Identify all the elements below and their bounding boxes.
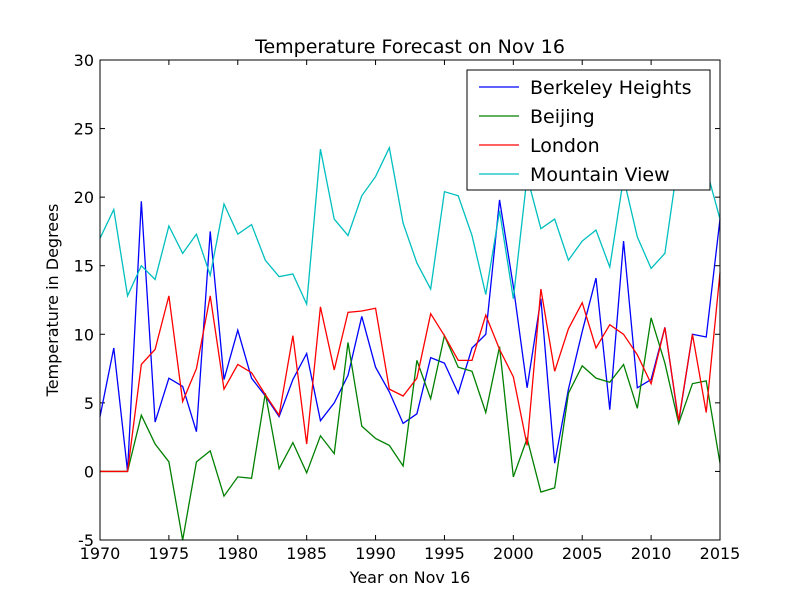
legend-box	[466, 69, 711, 191]
axis-ticks: 1970 1975 1980 1985 1990 1995 2000 2005 2010 2015…	[74, 51, 741, 563]
x-tick-label: 2000	[493, 544, 534, 563]
plot-series	[99, 145, 721, 541]
y-tick-label: -5	[78, 531, 94, 550]
chart-title: Temperature Forecast on Nov 16	[254, 36, 565, 58]
y-tick-label: 15	[74, 257, 94, 276]
x-tick-label: 2005	[562, 544, 603, 563]
series-line-mountain-view	[99, 145, 721, 307]
x-tick-label: 1995	[424, 544, 465, 563]
y-tick-label: 5	[84, 394, 94, 413]
y-tick-label: 10	[74, 325, 94, 344]
y-tick-label: 20	[74, 188, 94, 207]
series-line-berkeley-heights	[99, 199, 721, 472]
legend: Berkeley Heights Beijing London Mountain Vi…	[466, 69, 711, 191]
x-tick-label: 1980	[217, 544, 258, 563]
legend-label-mountain-view: Mountain View	[530, 164, 670, 186]
y-tick-label: 30	[74, 51, 94, 70]
y-tick-label: 0	[84, 462, 94, 481]
legend-label-beijing: Beijing	[530, 106, 595, 128]
x-tick-label: 2010	[631, 544, 672, 563]
x-tick-label: 2015	[700, 544, 741, 563]
x-tick-label: 1990	[355, 544, 396, 563]
x-tick-label: 1975	[149, 544, 190, 563]
x-axis-label: Year on Nov 16	[349, 568, 471, 587]
y-tick-label: 25	[74, 120, 94, 139]
legend-label-london: London	[530, 135, 600, 157]
legend-label-berkeley-heights: Berkeley Heights	[530, 77, 692, 99]
x-tick-label: 1970	[80, 544, 121, 563]
y-axis-label: Temperature in Degrees	[43, 204, 62, 398]
plot-frame	[99, 59, 721, 541]
series-line-london	[100, 272, 721, 473]
series-line-beijing	[100, 317, 721, 541]
x-tick-label: 1985	[286, 544, 327, 563]
